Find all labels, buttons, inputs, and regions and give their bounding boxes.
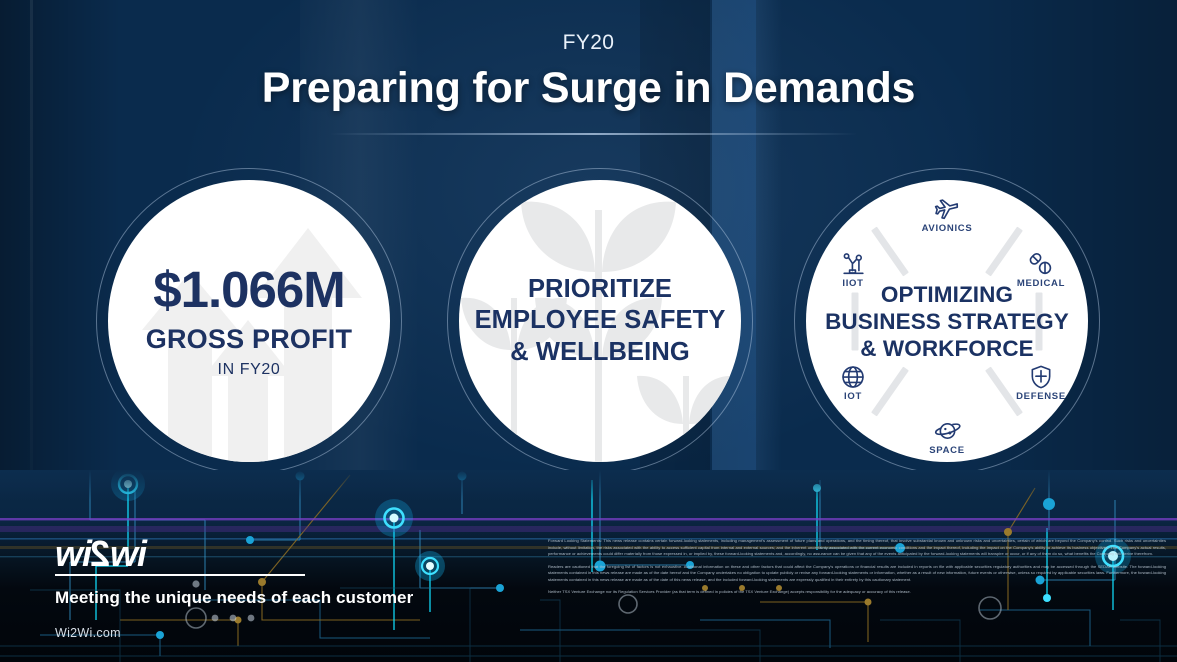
- disclaimer-paragraph-2: Readers are cautioned that the foregoing…: [548, 563, 1166, 582]
- gross-profit-period: IN FY20: [217, 360, 281, 378]
- company-website[interactable]: Wi2Wi.com: [55, 626, 121, 640]
- market-node-medical[interactable]: MEDICAL: [1002, 251, 1080, 289]
- business-strategy-line-2: BUSINESS STRATEGY: [825, 308, 1069, 334]
- gross-profit-label: GROSS PROFIT: [145, 323, 353, 354]
- market-label: IIOT: [842, 278, 864, 289]
- market-node-avionics[interactable]: AVIONICS: [908, 196, 986, 234]
- disclaimer-paragraph-3: Neither TSX Venture Exchange nor its Reg…: [548, 589, 911, 595]
- slide-kicker: FY20: [562, 31, 615, 54]
- company-tagline: Meeting the unique needs of each custome…: [55, 588, 414, 607]
- robot-arm-icon: [842, 253, 864, 275]
- pills-icon: [1029, 252, 1052, 275]
- logo-text: wi2wi: [55, 533, 147, 574]
- business-strategy-line-3: & WORKFORCE: [860, 335, 1034, 361]
- growing-plants-motif: [461, 201, 735, 462]
- market-node-defense[interactable]: DEFENSE: [1002, 364, 1080, 402]
- market-label: IOT: [844, 391, 862, 402]
- airplane-icon: [934, 199, 959, 220]
- circuit-board-graphic: [0, 470, 1177, 662]
- gross-profit-amount: $1.066M: [153, 260, 345, 318]
- shield-icon: [1031, 365, 1051, 389]
- market-node-iot[interactable]: IOT: [814, 364, 892, 402]
- upward-arrows-motif: [142, 228, 362, 462]
- card-gross-profit[interactable]: $1.066M GROSS PROFIT IN FY20: [108, 180, 390, 462]
- logo-underline: [55, 574, 305, 576]
- market-label: MEDICAL: [1016, 278, 1066, 289]
- card-employee-safety[interactable]: PRIORITIZE EMPLOYEE SAFETY & WELLBEING: [459, 180, 741, 462]
- market-label: DEFENSE: [1016, 391, 1066, 402]
- employee-safety-line-3: & WELLBEING: [510, 337, 690, 366]
- employee-safety-line-2: EMPLOYEE SAFETY: [474, 306, 726, 335]
- circuit-fade: [0, 470, 1177, 500]
- employee-safety-line-1: PRIORITIZE: [527, 275, 673, 304]
- logo-wordmark: wi2wi: [55, 533, 413, 574]
- disclaimer-paragraph-1: Forward Looking Statements: This news re…: [548, 538, 1166, 557]
- market-label: AVIONICS: [921, 223, 973, 234]
- planet-icon: [934, 423, 961, 439]
- company-logo[interactable]: wi2wi Meeting the unique needs of each c…: [55, 533, 414, 640]
- card-business-strategy[interactable]: AVIONICS MEDICAL DEFENSE: [806, 180, 1088, 462]
- slide-headline: Preparing for Surge in Demands: [261, 64, 916, 112]
- business-strategy-line-1: OPTIMIZING: [880, 281, 1014, 307]
- market-node-space[interactable]: SPACE: [908, 418, 986, 456]
- forward-looking-disclaimer: Forward Looking Statements: This news re…: [548, 538, 1166, 602]
- market-label: SPACE: [929, 445, 965, 456]
- market-node-iiot[interactable]: IIOT: [814, 251, 892, 289]
- globe-icon: [842, 366, 864, 388]
- title-divider: [330, 133, 857, 135]
